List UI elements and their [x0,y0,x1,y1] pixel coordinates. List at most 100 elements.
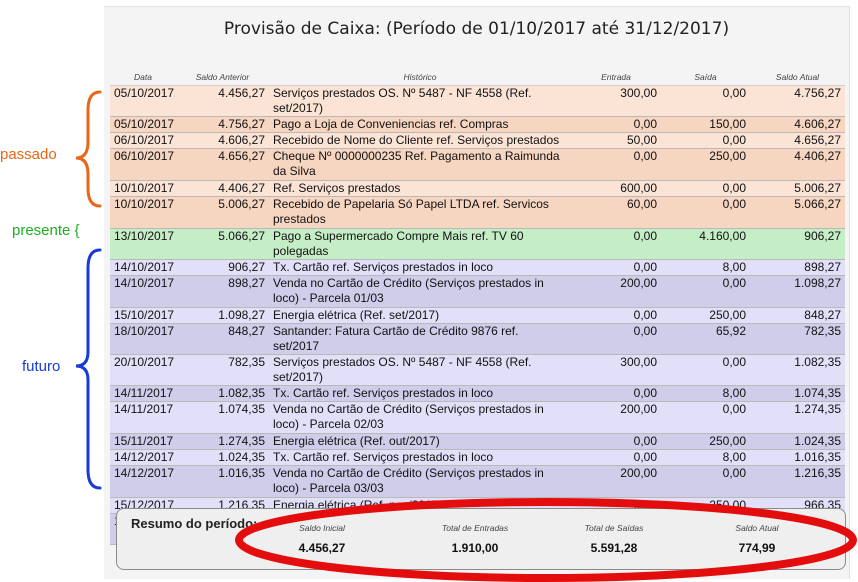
table-row: 13/10/2017 5.066,27 Pago a Supermercado Co… [110,228,845,260]
summary-initial-balance: Saldo Inicial 4.456,27 [267,523,377,555]
row-expense: 0,00 [661,196,750,229]
row-current-balance: 1.098,27 [750,275,845,308]
row-income: 0,00 [571,307,661,324]
row-history: Serviços prestados OS. Nº 5487 - NF 4558… [269,354,571,386]
row-date: 05/10/2017 [110,116,176,133]
page-title: Provisão de Caixa: (Período de 01/10/201… [223,19,730,39]
row-income: 0,00 [571,385,661,402]
table-row: 14/10/2017 906,27 Tx. Cartão ref. Serviços… [110,259,845,276]
table-row: 14/11/2017 1.082,35 Tx. Cartão ref. Serviç… [110,385,845,402]
row-current-balance: 1.274,35 [750,401,845,434]
row-history: Tx. Cartão ref. Serviços prestados in lo… [269,449,571,466]
presente-label: presente { [12,222,80,239]
row-expense: 8,00 [661,449,750,466]
row-date: 13/10/2017 [110,228,176,260]
row-history: Recebido de Nome do Cliente ref. Serviço… [269,132,571,149]
table-row: 05/10/2017 4.456,27 Serviços prestados OS.… [110,85,845,117]
row-previous-balance: 4.606,27 [176,132,269,149]
row-expense: 65,92 [661,323,750,355]
row-current-balance: 1.016,35 [750,449,845,466]
row-date: 14/12/2017 [110,449,176,466]
row-income: 300,00 [571,354,661,386]
row-expense: 8,00 [661,385,750,402]
summary-total-expense: Total de Saídas 5.591,28 [559,523,669,555]
row-date: 18/10/2017 [110,323,176,355]
cash-provision-sheet: Provisão de Caixa: (Período de 01/10/201… [104,6,850,579]
row-date: 14/10/2017 [110,259,176,276]
table-row: 05/10/2017 4.756,27 Pago a Loja de Conveni… [110,116,845,133]
table-row: 14/12/2017 1.024,35 Tx. Cartão ref. Serviç… [110,449,845,466]
row-date: 05/10/2017 [110,85,176,117]
summary-total-income: Total de Entradas 1.910,00 [420,523,530,555]
table-row: 06/10/2017 4.656,27 Cheque Nº 0000000235 R… [110,148,845,181]
row-expense: 0,00 [661,85,750,117]
summary-title: Resumo do período: [131,516,258,531]
row-income: 0,00 [571,148,661,181]
futuro-brace-icon [75,248,102,490]
summary-value: 4.456,27 [298,541,346,555]
row-previous-balance: 5.006,27 [176,196,269,229]
row-income: 60,00 [571,196,661,229]
row-date: 10/10/2017 [110,196,176,229]
row-previous-balance: 4.656,27 [176,148,269,181]
row-current-balance: 1.082,35 [750,354,845,386]
summary-label: Total de Entradas [441,523,509,533]
passado-label: passado [0,146,57,163]
row-history: Pago a Supermercado Compre Mais ref. TV … [269,228,571,260]
summary-label: Total de Saídas [584,523,644,533]
table-row: 15/11/2017 1.274,35 Energia elétrica (Ref.… [110,433,845,450]
row-previous-balance: 1.274,35 [176,433,269,450]
row-date: 10/10/2017 [110,180,176,197]
summary-label: Saldo Inicial [299,523,345,533]
row-expense: 4.160,00 [661,228,750,260]
row-income: 0,00 [571,323,661,355]
row-history: Tx. Cartão ref. Serviços prestados in lo… [269,385,571,402]
summary-value: 1.910,00 [451,541,499,555]
summary-label: Saldo Atual [735,523,779,533]
row-current-balance: 782,35 [750,323,845,355]
row-expense: 0,00 [661,354,750,386]
row-previous-balance: 898,27 [176,275,269,308]
row-current-balance: 1.024,35 [750,433,845,450]
summary-current-balance: Saldo Atual 774,99 [702,523,812,555]
row-income: 200,00 [571,401,661,434]
row-income: 600,00 [571,180,661,197]
row-date: 15/10/2017 [110,307,176,324]
row-expense: 150,00 [661,116,750,133]
table-row: 18/10/2017 848,27 Santander: Fatura Cartão… [110,323,845,355]
row-previous-balance: 4.456,27 [176,85,269,117]
row-history: Tx. Cartão ref. Serviços prestados in lo… [269,259,571,276]
row-previous-balance: 1.098,27 [176,307,269,324]
row-expense: 0,00 [661,132,750,149]
row-history: Venda no Cartão de Crédito (Serviços pre… [269,401,571,434]
row-previous-balance: 4.406,27 [176,180,269,197]
table-row: 14/11/2017 1.074,35 Venda no Cartão de Cré… [110,401,845,434]
row-history: Recebido de Papelaria Só Papel LTDA ref.… [269,196,571,229]
row-current-balance: 4.406,27 [750,148,845,181]
row-expense: 8,00 [661,259,750,276]
row-previous-balance: 5.066,27 [176,228,269,260]
row-income: 0,00 [571,449,661,466]
row-date: 14/11/2017 [110,385,176,402]
row-history: Cheque Nº 0000000235 Ref. Pagamento a Ra… [269,148,571,181]
table-row: 15/10/2017 1.098,27 Energia elétrica (Ref.… [110,307,845,324]
table-row: 10/10/2017 5.006,27 Recebido de Papelaria … [110,196,845,229]
table-body: 05/10/2017 4.456,27 Serviços prestados OS.… [110,85,845,545]
table-row: 14/10/2017 898,27 Venda no Cartão de Crédi… [110,275,845,308]
column-header-previous-balance: Saldo Anterior [176,69,269,86]
cash-flow-table: Data Saldo Anterior Histórico Entrada Sa… [110,69,845,545]
row-expense: 250,00 [661,433,750,450]
row-history: Pago a Loja de Conveniencias ref. Compra… [269,116,571,133]
row-previous-balance: 1.082,35 [176,385,269,402]
row-history: Venda no Cartão de Crédito (Serviços pre… [269,465,571,498]
row-current-balance: 898,27 [750,259,845,276]
row-date: 06/10/2017 [110,148,176,181]
row-current-balance: 4.756,27 [750,85,845,117]
row-expense: 0,00 [661,401,750,434]
table-row: 06/10/2017 4.606,27 Recebido de Nome do Cl… [110,132,845,149]
summary-value: 774,99 [738,541,776,555]
row-history: Energia elétrica (Ref. set/2017) [269,307,571,324]
row-previous-balance: 4.756,27 [176,116,269,133]
row-date: 20/10/2017 [110,354,176,386]
